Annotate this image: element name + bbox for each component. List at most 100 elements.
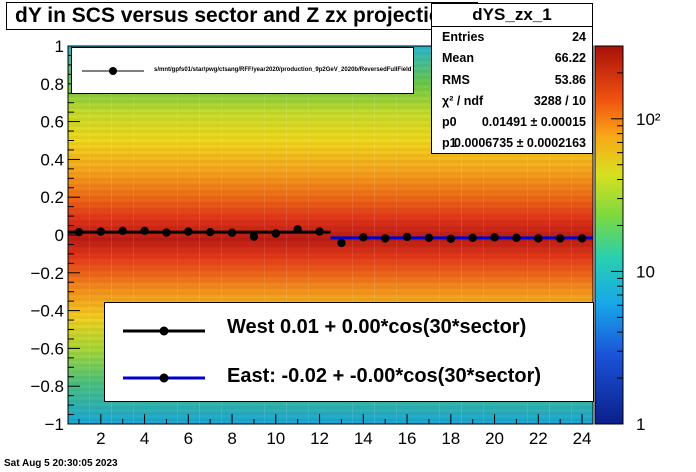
data-point-west	[227, 228, 237, 237]
data-point-west	[140, 226, 149, 236]
data-point-west	[162, 228, 171, 237]
chart-title: dY in SCS versus sector and Z zx project…	[6, 2, 478, 30]
heatmap-band	[68, 286, 593, 289]
stats-label: Entries	[442, 30, 485, 44]
heatmap-band	[68, 238, 593, 241]
stats-label: RMS	[442, 72, 470, 87]
x-tick-label: 20	[485, 429, 504, 448]
stats-value: 0.0006735 ± 0.0002163	[454, 136, 586, 151]
legend-west-label: West 0.01 + 0.00*cos(30*sector)	[227, 316, 527, 338]
colorbar	[594, 45, 624, 425]
stats-name: dYS_zx_1	[432, 4, 592, 27]
stats-value: 0.01491 ± 0.00015	[481, 115, 586, 130]
date-stamp: Sat Aug 5 20:30:05 2023	[4, 458, 118, 469]
legend-east-label: East: -0.02 + -0.00*cos(30*sector)	[227, 365, 542, 387]
heatmap-band	[68, 268, 593, 271]
legend-top-marker-icon	[82, 67, 144, 75]
data-point-east	[490, 233, 499, 242]
heatmap-band	[68, 166, 593, 169]
data-point-east	[446, 234, 456, 243]
y-tick-label: −0.4	[30, 302, 64, 321]
heatmap-band	[68, 262, 593, 265]
stats-row-mean: Mean 66.22	[432, 48, 592, 69]
heatmap-band	[68, 412, 593, 415]
stats-value: 24	[572, 30, 586, 44]
legend-top-label: s/mnt/gpfs01/star/pwg/ctsang/RFF/year202…	[154, 67, 412, 73]
data-point-west	[74, 227, 84, 237]
stats-value: 3288 / 10	[533, 93, 586, 108]
x-tick-label: 10	[266, 429, 285, 448]
data-point-east	[512, 233, 521, 243]
colorbar-tick-label: 1	[636, 415, 645, 434]
stats-row-p1: p1 0.0006735 ± 0.0002163	[432, 133, 592, 154]
x-tick-label: 8	[227, 429, 236, 448]
heatmap-band	[68, 148, 593, 151]
heatmap-band	[68, 118, 593, 121]
heatmap-band	[68, 250, 593, 253]
y-tick-label: −0.8	[30, 377, 64, 396]
heatmap-band	[68, 220, 593, 223]
heatmap-band	[68, 418, 593, 421]
data-points	[74, 225, 587, 248]
data-point-west	[315, 227, 324, 236]
y-tick-label: 0.4	[40, 150, 64, 169]
heatmap-band	[68, 178, 593, 181]
x-tick-label: 18	[441, 429, 460, 448]
stats-value: 66.22	[554, 51, 586, 66]
heatmap-band	[68, 160, 593, 163]
y-axis-ticks: −1 −0.8 −0.6 −0.4 −0.2 0 0.2 0.4 0.6 0.8 1	[30, 37, 80, 434]
stats-label: p0	[442, 115, 457, 130]
data-point-east	[380, 234, 390, 243]
heatmap-band	[68, 256, 593, 259]
data-point-west	[184, 227, 193, 236]
stats-row-p0: p0 0.01491 ± 0.00015	[432, 112, 592, 133]
stats-value: 53.86	[554, 72, 586, 87]
stats-label: p1	[442, 136, 457, 151]
y-tick-label: −0.2	[30, 264, 64, 283]
y-tick-label: −1	[45, 415, 64, 434]
x-axis-ticks: 2 4 6 8 10 12 14 16 18 20 22 24	[78, 414, 592, 448]
data-point-east	[424, 233, 434, 243]
data-point-east	[577, 234, 587, 243]
data-point-east	[468, 233, 477, 243]
heatmap-band	[68, 112, 593, 115]
stats-box: dYS_zx_1 Entries 24 Mean 66.22 RMS 53.86 χ²…	[431, 3, 593, 154]
x-tick-label: 2	[96, 429, 105, 448]
y-tick-label: 0.2	[40, 188, 64, 207]
heatmap-band	[68, 100, 593, 103]
heatmap-band	[68, 208, 593, 211]
data-point-west	[293, 225, 302, 234]
heatmap-band	[68, 214, 593, 217]
data-point-west	[271, 229, 281, 238]
colorbar-tick-label: 10	[636, 262, 655, 281]
data-point-east	[359, 233, 368, 242]
heatmap-band	[68, 244, 593, 247]
y-tick-label: 0	[55, 226, 64, 245]
heatmap-band	[68, 202, 593, 205]
stats-label: Mean	[442, 51, 474, 66]
heatmap-band	[68, 136, 593, 139]
data-point-east	[337, 238, 346, 248]
stats-row-chi2: χ² / ndf 3288 / 10	[432, 91, 592, 112]
data-point-east	[555, 234, 565, 243]
x-tick-label: 24	[573, 429, 592, 448]
heatmap-band	[68, 298, 593, 301]
heatmap-band	[68, 190, 593, 193]
y-tick-label: 0.8	[40, 75, 64, 94]
x-tick-label: 12	[310, 429, 329, 448]
data-point-west	[249, 232, 259, 241]
legend-top: s/mnt/gpfs01/star/pwg/ctsang/RFF/year202…	[71, 47, 414, 94]
heatmap-band	[68, 106, 593, 109]
heatmap-band	[68, 274, 593, 277]
data-point-east	[402, 232, 412, 242]
y-tick-label: 0.6	[40, 113, 64, 132]
stats-row-entries: Entries 24	[432, 27, 592, 48]
heatmap-band	[68, 196, 593, 199]
data-point-east	[534, 234, 543, 243]
x-tick-label: 16	[398, 429, 417, 448]
heatmap-band	[68, 154, 593, 157]
x-tick-label: 6	[184, 429, 193, 448]
heatmap-band	[68, 94, 593, 97]
plot-frame	[67, 45, 594, 425]
legend-east-marker-icon	[123, 373, 205, 383]
